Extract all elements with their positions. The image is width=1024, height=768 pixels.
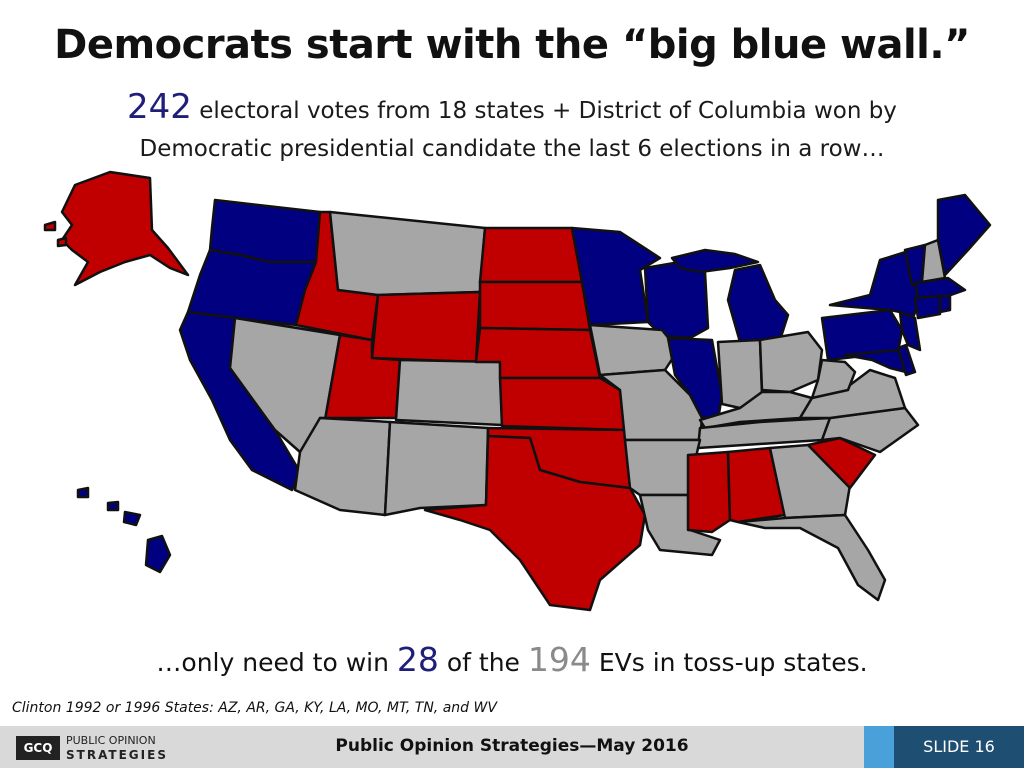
state-ri [938,294,952,314]
slide-title: Democrats start with the “big blue wall.… [54,22,970,68]
state-nm [383,420,490,517]
pos-logo: GCQ PUBLIC OPINION STRATEGIES [16,734,166,762]
tossup-summary: …only need to win 28 of the 194 EVs in t… [0,640,1024,679]
state-me [936,193,992,277]
state-nd [478,226,584,284]
state-ak-islands [43,220,68,248]
tossup-prefix: …only need to win [156,648,397,677]
state-ga [768,443,852,520]
slide-accent-bar [864,726,894,768]
state-ak [60,170,190,287]
state-pa [820,308,904,362]
state-ct [913,294,942,320]
state-al [726,446,787,524]
state-de [896,343,917,377]
state-ks [498,376,627,432]
tossup-ev-count: 194 [527,640,591,679]
state-wv [810,358,857,400]
us-electoral-map [43,170,992,612]
state-mi [726,263,790,344]
state-wy [370,290,482,364]
tossup-middle: of the [438,648,528,677]
state-mn [570,226,662,327]
tossup-suffix: EVs in toss-up states. [590,648,868,677]
subtitle: 242 electoral votes from 18 states + Dis… [60,88,964,168]
logo-text-bottom: STRATEGIES [66,748,168,762]
state-mt [328,210,487,297]
slide-number: SLIDE 16 [894,726,1024,768]
subtitle-line2: Democratic presidential candidate the la… [139,136,885,162]
state-tx [423,434,647,612]
state-oh [758,330,824,394]
footer-source: Public Opinion Strategies—May 2016 [335,736,689,756]
logo-mark: GCQ [16,736,60,760]
state-wi [643,260,710,340]
state-co [394,358,504,427]
state-hi [76,486,172,574]
state-md [843,348,908,374]
state-ia [588,323,680,377]
logo-text-top: PUBLIC OPINION [66,734,156,747]
state-nj [898,310,922,352]
subtitle-line1: electoral votes from 18 states + Distric… [191,98,897,124]
state-ma [913,276,967,300]
state-ms [686,450,732,534]
state-sd [478,280,592,332]
clinton-states-footnote: Clinton 1992 or 1996 States: AZ, AR, GA,… [12,700,497,716]
state-mi-up [670,248,760,274]
state-fl [736,513,887,602]
footer-bar: GCQ PUBLIC OPINION STRATEGIES Public Opi… [0,726,1024,768]
needed-ev-count: 28 [396,640,439,679]
blue-wall-ev-count: 242 [127,87,192,127]
